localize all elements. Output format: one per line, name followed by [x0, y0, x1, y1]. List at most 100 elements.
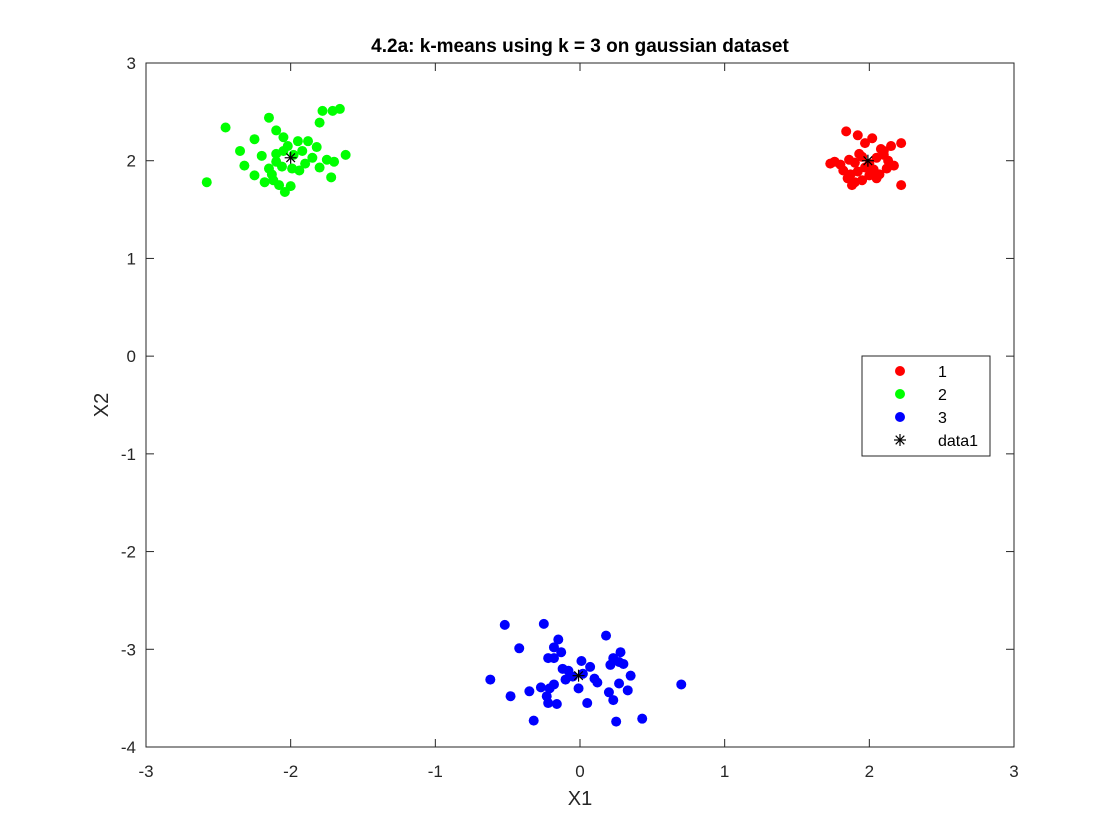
legend-marker [895, 366, 905, 376]
data-point [287, 164, 297, 174]
data-point [614, 678, 624, 688]
data-point [500, 620, 510, 630]
data-point [549, 653, 559, 663]
data-point [257, 151, 267, 161]
legend-label: 3 [938, 410, 947, 427]
data-point [341, 150, 351, 160]
data-point [202, 177, 212, 187]
data-point [271, 125, 281, 135]
data-point [882, 164, 892, 174]
data-point [250, 170, 260, 180]
data-point [260, 177, 270, 187]
x-tick-label: 2 [865, 762, 874, 781]
data-point [574, 683, 584, 693]
data-point [303, 136, 313, 146]
y-tick-label: -2 [121, 543, 136, 562]
data-point [286, 181, 296, 191]
data-point [264, 113, 274, 123]
data-point [825, 159, 835, 169]
data-point [250, 134, 260, 144]
data-point [853, 130, 863, 140]
data-point [623, 685, 633, 695]
data-point [221, 122, 231, 132]
data-point [614, 657, 624, 667]
data-point [542, 691, 552, 701]
legend: 1 2 3 data1 [862, 356, 990, 456]
data-point [329, 157, 339, 167]
data-point [611, 717, 621, 727]
data-point [637, 714, 647, 724]
y-axis-label: X2 [91, 393, 113, 417]
data-point [235, 146, 245, 156]
y-tick-label: 1 [127, 249, 136, 268]
data-point [317, 106, 327, 116]
legend-marker [895, 389, 905, 399]
data-point [676, 679, 686, 689]
data-point [539, 619, 549, 629]
data-point [558, 664, 568, 674]
data-point [552, 699, 562, 709]
y-tick-label: -4 [121, 738, 136, 757]
data-point [536, 682, 546, 692]
data-point [605, 660, 615, 670]
data-point [312, 142, 322, 152]
data-point [335, 104, 345, 114]
data-point [847, 180, 857, 190]
x-tick-label: 1 [720, 762, 729, 781]
legend-marker [894, 434, 906, 446]
data-point [293, 136, 303, 146]
data-point [315, 163, 325, 173]
centroid-marker [573, 670, 585, 682]
data-point [485, 675, 495, 685]
data-point [616, 647, 626, 657]
data-point [267, 169, 277, 179]
legend-label: 2 [938, 387, 947, 404]
x-tick-label: -1 [428, 762, 443, 781]
y-tick-label: 3 [127, 54, 136, 73]
chart-title: 4.2a: k-means using k = 3 on gaussian da… [371, 36, 789, 57]
data-point [589, 674, 599, 684]
y-tick-label: -1 [121, 445, 136, 464]
data-point [872, 173, 882, 183]
legend-marker [895, 412, 905, 422]
data-point [278, 132, 288, 142]
data-point [601, 631, 611, 641]
data-point [626, 671, 636, 681]
data-point [506, 691, 516, 701]
data-point [854, 149, 864, 159]
x-axis-label: X1 [568, 788, 592, 810]
y-tick-label: 2 [127, 152, 136, 171]
data-point [867, 133, 877, 143]
data-point [576, 656, 586, 666]
data-point [277, 162, 287, 172]
data-point [582, 698, 592, 708]
data-point [326, 172, 336, 182]
x-tick-label: 0 [575, 762, 584, 781]
y-tick-label: -3 [121, 640, 136, 659]
legend-label: 1 [938, 364, 947, 381]
data-point [896, 138, 906, 148]
data-point [608, 695, 618, 705]
y-tick-label: 0 [127, 347, 136, 366]
data-point [514, 643, 524, 653]
data-point [283, 141, 293, 151]
data-point [307, 153, 317, 163]
data-point [549, 679, 559, 689]
x-tick-label: -2 [283, 762, 298, 781]
centroid-marker [285, 152, 297, 164]
data-point [896, 180, 906, 190]
data-point [297, 146, 307, 156]
data-point [524, 686, 534, 696]
data-point [879, 146, 889, 156]
data-point [585, 662, 595, 672]
data-point [315, 118, 325, 128]
data-point [239, 161, 249, 171]
data-point [529, 716, 539, 726]
legend-label: data1 [938, 433, 978, 450]
centroid-marker [862, 155, 874, 167]
x-tick-label: 3 [1009, 762, 1018, 781]
data-point [841, 126, 851, 136]
x-tick-label: -3 [138, 762, 153, 781]
